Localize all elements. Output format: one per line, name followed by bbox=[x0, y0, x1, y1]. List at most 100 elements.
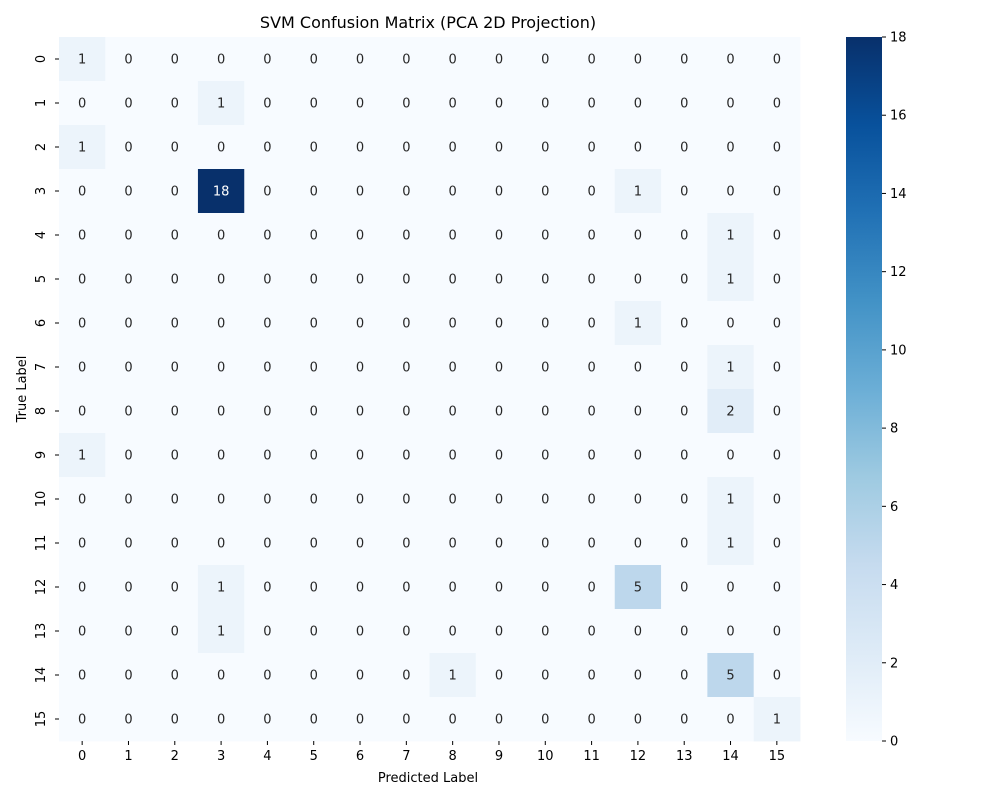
heatmap-cell bbox=[475, 521, 523, 566]
cell-value-label: 0 bbox=[773, 141, 781, 156]
cell-value-label: 0 bbox=[217, 317, 225, 332]
cell-value-label: 0 bbox=[449, 53, 457, 68]
heatmap-cell bbox=[522, 125, 569, 170]
heatmap-cell bbox=[151, 697, 199, 742]
heatmap-cell bbox=[336, 653, 384, 698]
x-tick-label: 11 bbox=[583, 749, 600, 764]
cell-value-label: 0 bbox=[171, 713, 179, 728]
heatmap-cell bbox=[429, 609, 477, 654]
cell-value-label: 0 bbox=[171, 317, 179, 332]
heatmap-cell bbox=[568, 257, 616, 302]
cell-value-label: 0 bbox=[310, 625, 318, 640]
cell-value-label: 1 bbox=[634, 185, 642, 200]
cell-value-label: 0 bbox=[402, 361, 410, 376]
y-tick-label: 6 bbox=[34, 319, 49, 327]
cell-value-label: 0 bbox=[402, 625, 410, 640]
cell-value-label: 0 bbox=[402, 581, 410, 596]
cell-value-label: 0 bbox=[587, 581, 595, 596]
heatmap-cell bbox=[522, 653, 569, 698]
heatmap-cell bbox=[244, 169, 291, 214]
cell-value-label: 0 bbox=[634, 141, 642, 156]
heatmap-cell bbox=[151, 477, 199, 522]
cell-value-label: 0 bbox=[680, 141, 688, 156]
heatmap-cell bbox=[429, 345, 477, 390]
cell-value-label: 1 bbox=[78, 141, 86, 156]
cell-value-label: 0 bbox=[402, 449, 410, 464]
heatmap-cell bbox=[753, 609, 801, 654]
heatmap-cell bbox=[336, 37, 384, 82]
heatmap-cell bbox=[753, 81, 801, 126]
heatmap-cell bbox=[383, 213, 430, 258]
cell-value-label: 0 bbox=[171, 273, 179, 288]
cell-value-label: 0 bbox=[634, 97, 642, 112]
cell-value-label: 0 bbox=[587, 317, 595, 332]
heatmap-cell bbox=[197, 697, 245, 742]
cell-value-label: 0 bbox=[634, 273, 642, 288]
heatmap-cell bbox=[753, 389, 801, 434]
heatmap-cell bbox=[290, 169, 338, 214]
cell-value-label: 0 bbox=[541, 185, 549, 200]
heatmap-cell bbox=[290, 433, 338, 478]
cell-value-label: 0 bbox=[541, 141, 549, 156]
heatmap-cell bbox=[429, 389, 477, 434]
heatmap-cell bbox=[59, 125, 106, 170]
heatmap-cell bbox=[383, 345, 430, 390]
cell-value-label: 0 bbox=[263, 625, 271, 640]
cell-value-label: 0 bbox=[587, 405, 595, 420]
heatmap-cell bbox=[568, 477, 616, 522]
cell-value-label: 0 bbox=[310, 449, 318, 464]
heatmap-cell bbox=[197, 257, 245, 302]
cell-value-label: 0 bbox=[310, 713, 318, 728]
heatmap-cell bbox=[568, 653, 616, 698]
cell-value-label: 0 bbox=[171, 141, 179, 156]
y-tick-label: 7 bbox=[34, 363, 49, 371]
cell-value-label: 0 bbox=[171, 669, 179, 684]
cell-value-label: 0 bbox=[310, 185, 318, 200]
cell-value-label: 0 bbox=[217, 141, 225, 156]
cell-value-label: 0 bbox=[124, 53, 132, 68]
cell-value-label: 0 bbox=[634, 53, 642, 68]
cell-value-label: 0 bbox=[124, 317, 132, 332]
heatmap-cell bbox=[614, 697, 662, 742]
heatmap-cell bbox=[614, 213, 662, 258]
heatmap-cell bbox=[568, 81, 616, 126]
cell-value-label: 0 bbox=[495, 229, 503, 244]
cell-value-label: 0 bbox=[171, 361, 179, 376]
heatmap-cell bbox=[475, 609, 523, 654]
x-tick-label: 14 bbox=[722, 749, 739, 764]
cell-value-label: 0 bbox=[680, 361, 688, 376]
cell-value-label: 0 bbox=[171, 97, 179, 112]
heatmap-cell bbox=[707, 565, 755, 610]
cell-value-label: 0 bbox=[310, 361, 318, 376]
cell-value-label: 0 bbox=[587, 669, 595, 684]
cell-value-label: 0 bbox=[263, 141, 271, 156]
cell-value-label: 0 bbox=[124, 405, 132, 420]
cell-value-label: 0 bbox=[124, 185, 132, 200]
y-tick-label: 3 bbox=[34, 187, 49, 195]
cell-value-label: 0 bbox=[634, 669, 642, 684]
heatmap-cell bbox=[475, 301, 523, 346]
cell-value-label: 0 bbox=[217, 669, 225, 684]
heatmap-cell bbox=[568, 433, 616, 478]
cell-value-label: 1 bbox=[78, 53, 86, 68]
heatmap-cell bbox=[568, 565, 616, 610]
heatmap-cell bbox=[197, 301, 245, 346]
heatmap-cell bbox=[59, 389, 106, 434]
heatmap-cell bbox=[614, 345, 662, 390]
cell-value-label: 0 bbox=[171, 625, 179, 640]
cell-value-label: 5 bbox=[726, 669, 734, 684]
cell-value-label: 0 bbox=[726, 581, 734, 596]
colorbar bbox=[846, 37, 882, 741]
heatmap-cell bbox=[522, 345, 569, 390]
heatmap-cell bbox=[336, 169, 384, 214]
heatmap-cell bbox=[290, 81, 338, 126]
heatmap-cell bbox=[568, 169, 616, 214]
colorbar-tick-label: 2 bbox=[890, 656, 898, 671]
cell-value-label: 0 bbox=[171, 405, 179, 420]
heatmap-cell bbox=[336, 301, 384, 346]
cell-value-label: 0 bbox=[124, 141, 132, 156]
y-tick-label: 10 bbox=[34, 491, 49, 508]
cell-value-label: 0 bbox=[78, 405, 86, 420]
cell-value-label: 0 bbox=[541, 537, 549, 552]
heatmap-cell bbox=[105, 213, 153, 258]
